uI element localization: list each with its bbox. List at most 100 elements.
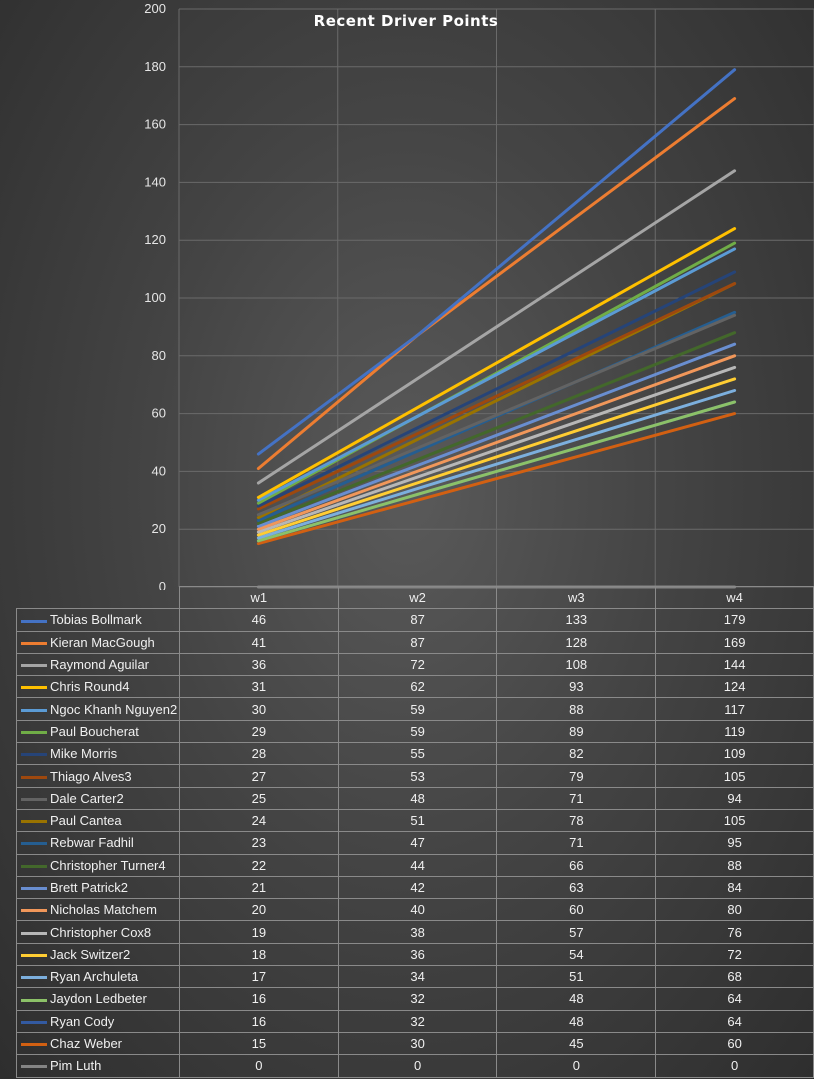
data-value-cell: 53 — [337, 764, 498, 788]
series-label-cell: Chaz Weber — [16, 1031, 180, 1056]
series-label-cell: Brett Patrick2 — [16, 875, 180, 900]
line-chart: 0 20 40 60 80 100 120 140 160 180 200 Recent Drive… — [144, 1, 814, 590]
data-value-cell: 62 — [337, 675, 498, 699]
legend-swatch — [21, 998, 47, 1002]
y-tick-label: 100 — [144, 290, 166, 305]
data-value-cell: 48 — [337, 786, 498, 810]
table-row: Brett Patrick2 21 42 63 84 — [16, 875, 814, 900]
data-value-cell: 22 — [178, 853, 339, 877]
data-value-cell: 105 — [655, 808, 814, 833]
y-tick-label: 160 — [144, 117, 166, 132]
series-name: Mike Morris — [50, 746, 118, 762]
data-value-cell: 71 — [496, 786, 657, 810]
legend-swatch — [21, 931, 47, 935]
data-value-cell: 30 — [337, 1031, 498, 1056]
series-label-cell: Kieran MacGough — [16, 630, 180, 654]
data-value-cell: 60 — [655, 1031, 814, 1056]
series-name: Jaydon Ledbeter — [50, 991, 147, 1007]
data-value-cell: 24 — [178, 808, 339, 833]
series-label-cell: Chris Round4 — [16, 675, 180, 699]
data-value-cell: 29 — [178, 719, 339, 744]
series-name: Ngoc Khanh Nguyen2 — [50, 701, 178, 717]
data-value-cell: 124 — [655, 675, 814, 699]
table-row: Jack Switzer2 18 36 54 72 — [16, 942, 814, 967]
data-value-cell: 32 — [337, 1009, 498, 1033]
data-value-cell: 144 — [655, 652, 814, 677]
series-name: Tobias Bollmark — [50, 612, 142, 628]
data-value-cell: 95 — [655, 831, 814, 855]
series-line — [256, 169, 737, 485]
data-value-cell: 87 — [337, 608, 498, 632]
series-line — [256, 354, 737, 531]
series-label-cell: Pim Luth — [16, 1054, 180, 1078]
series-line — [256, 365, 737, 534]
series-label-cell: Mike Morris — [16, 742, 180, 766]
data-value-cell: 108 — [496, 652, 657, 677]
series-label-cell: Tobias Bollmark — [16, 608, 180, 632]
legend-swatch — [21, 730, 47, 734]
data-value-cell: 80 — [655, 898, 814, 922]
data-value-cell: 40 — [337, 898, 498, 922]
data-value-cell: 88 — [496, 697, 657, 721]
series-name: Thiago Alves3 — [50, 768, 132, 784]
series-label-cell: Ngoc Khanh Nguyen2 — [16, 697, 180, 721]
legend-swatch — [21, 887, 47, 891]
series-label-cell: Paul Cantea — [16, 808, 180, 833]
legend-swatch — [21, 842, 47, 846]
data-value-cell: 105 — [655, 764, 814, 788]
series-line — [256, 227, 737, 499]
data-value-cell: 0 — [178, 1054, 339, 1078]
data-value-cell: 45 — [496, 1031, 657, 1056]
legend-swatch — [21, 820, 47, 824]
data-value-cell: 27 — [178, 764, 339, 788]
table-row: Paul Boucherat 29 59 89 119 — [16, 719, 814, 744]
data-value-cell: 93 — [496, 675, 657, 699]
data-value-cell: 94 — [655, 786, 814, 810]
data-value-cell: 59 — [337, 719, 498, 744]
series-name: Chris Round4 — [50, 679, 130, 695]
table-row: Chris Round4 31 62 93 124 — [16, 675, 814, 699]
legend-swatch — [21, 686, 47, 690]
series-line — [256, 270, 737, 508]
data-value-cell: 48 — [496, 987, 657, 1011]
data-value-cell: 15 — [178, 1031, 339, 1056]
legend-swatch — [21, 641, 47, 645]
series-name: Pim Luth — [50, 1058, 102, 1074]
table-row: Nicholas Matchem 20 40 60 80 — [16, 898, 814, 922]
series-label-cell: Paul Boucherat — [16, 719, 180, 744]
legend-swatch — [21, 909, 47, 913]
data-value-cell: 64 — [655, 987, 814, 1011]
data-value-cell: 25 — [178, 786, 339, 810]
series-name: Christopher Turner4 — [50, 857, 166, 873]
data-value-cell: 18 — [178, 942, 339, 967]
y-tick-label: 140 — [144, 174, 166, 189]
chart-title: Recent Driver Points — [314, 12, 499, 30]
legend-swatch — [21, 775, 47, 779]
data-value-cell: 84 — [655, 875, 814, 900]
table-row: Tobias Bollmark 46 87 133 179 — [16, 608, 814, 632]
series-label-cell: Jaydon Ledbeter — [16, 987, 180, 1011]
table-row: Chaz Weber 15 30 45 60 — [16, 1031, 814, 1056]
data-value-cell: 0 — [496, 1054, 657, 1078]
data-value-cell: 109 — [655, 742, 814, 766]
series-name: Raymond Aguilar — [50, 657, 149, 673]
legend-swatch — [21, 976, 47, 980]
data-value-cell: 23 — [178, 831, 339, 855]
table-row: Christopher Cox8 19 38 57 76 — [16, 920, 814, 944]
data-value-cell: 36 — [337, 942, 498, 967]
data-value-cell: 0 — [655, 1054, 814, 1078]
data-value-cell: 47 — [337, 831, 498, 855]
series-label-cell: Christopher Turner4 — [16, 853, 180, 877]
table-row: Raymond Aguilar 36 72 108 144 — [16, 652, 814, 677]
data-value-cell: 44 — [337, 853, 498, 877]
data-value-cell: 16 — [178, 1009, 339, 1033]
series-label-cell: Christopher Cox8 — [16, 920, 180, 944]
data-table: w1 w2 w3 w4 Tobias Bollmark 46 87 133 179 Kieran… — [16, 585, 814, 1078]
legend-swatch — [21, 664, 47, 668]
series-name: Paul Boucherat — [50, 723, 139, 739]
table-row: Ryan Archuleta 17 34 51 68 — [16, 965, 814, 989]
category-header: w2 — [337, 585, 498, 610]
data-value-cell: 59 — [337, 697, 498, 721]
table-row: Ngoc Khanh Nguyen2 30 59 88 117 — [16, 697, 814, 721]
series-lines — [256, 68, 737, 589]
